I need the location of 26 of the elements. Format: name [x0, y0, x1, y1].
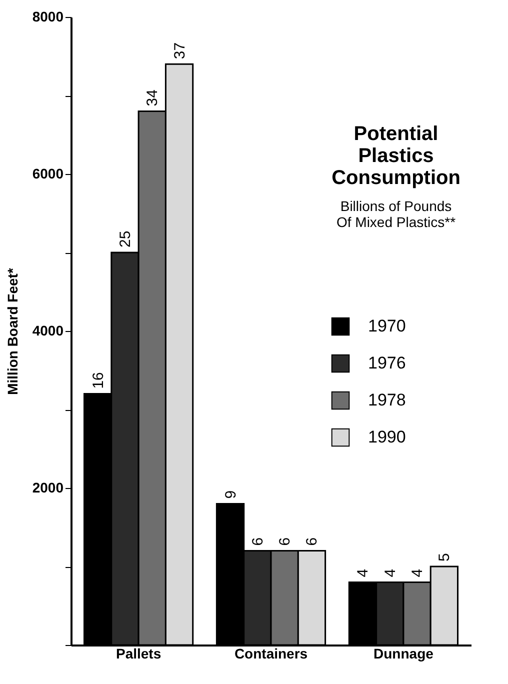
legend-label: 1976 [368, 354, 406, 372]
legend-label: 1978 [368, 390, 406, 410]
text: Billions of Pounds Of Mixed Plastics** [336, 198, 456, 230]
x-tick-label: Containers [234, 646, 308, 662]
annotation: 16 [90, 372, 107, 389]
annotation: 6 [249, 537, 266, 546]
annotation: 34 [144, 90, 162, 106]
y-tick-label: 2000 [32, 480, 64, 496]
x-tick-label: Pallets [116, 646, 162, 662]
y-tick-label: 4000 [32, 322, 64, 338]
annotation: 6 [304, 537, 321, 546]
annotation: 4 [409, 568, 426, 578]
legend-label: 1970 [368, 316, 406, 336]
annotation: 4 [354, 568, 372, 578]
annotation: 5 [436, 553, 454, 562]
text: Potential Plastics Consumption [332, 123, 460, 189]
annotation: 9 [222, 490, 240, 499]
annotation: 25 [116, 230, 134, 248]
y-axis-title: Million Board Feet* [4, 268, 20, 395]
y-tick-label: 8000 [32, 8, 64, 24]
legend-label: 1990 [368, 428, 406, 446]
x-tick-label: Dunnage [374, 646, 434, 662]
annotation: 6 [276, 537, 294, 546]
y-tick-label: 6000 [32, 166, 64, 182]
annotation: 37 [171, 42, 188, 60]
annotation: 4 [382, 568, 399, 578]
